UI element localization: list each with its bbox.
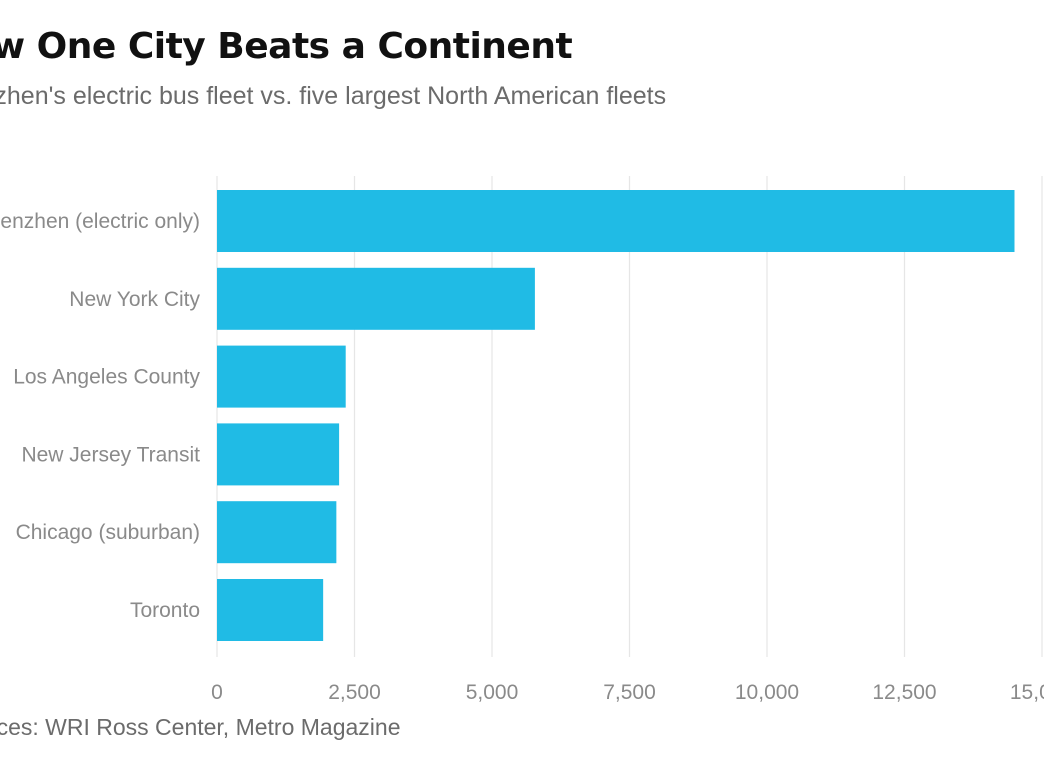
bar — [217, 579, 324, 641]
x-tick-label: 12,500 — [872, 681, 936, 704]
gridlines — [216, 176, 1043, 657]
x-tick-label: 0 — [211, 681, 223, 704]
category-label: Los Angeles County — [13, 366, 200, 389]
chart-subtitle: Shenzhen's electric bus fleet vs. five l… — [0, 82, 667, 110]
bar — [217, 345, 346, 408]
bar — [217, 267, 535, 330]
chart-source: Sources: WRI Ross Center, Metro Magazine — [0, 714, 401, 740]
x-tick-label: 2,500 — [328, 681, 381, 704]
bar — [217, 190, 1015, 252]
category-label: New Jersey Transit — [21, 443, 200, 466]
category-label: Toronto — [130, 599, 200, 622]
x-axis-ticks: 0 2,500 5,000 7,500 10,000 12,500 15,000 — [211, 681, 1044, 704]
category-label: Chicago (suburban) — [16, 521, 200, 544]
bar — [217, 501, 337, 564]
category-labels: Shenzhen (electric only) New York City Los… — [0, 210, 200, 622]
x-tick-label: 5,000 — [466, 681, 519, 704]
bars — [217, 190, 1015, 641]
category-label: Shenzhen (electric only) — [0, 210, 200, 233]
x-tick-label: 7,500 — [603, 681, 656, 704]
bar — [217, 423, 340, 486]
x-tick-label: 10,000 — [735, 681, 799, 704]
x-tick-label: 15,000 — [1010, 681, 1044, 704]
category-label: New York City — [69, 288, 200, 311]
chart-title: How One City Beats a Continent — [0, 26, 573, 67]
